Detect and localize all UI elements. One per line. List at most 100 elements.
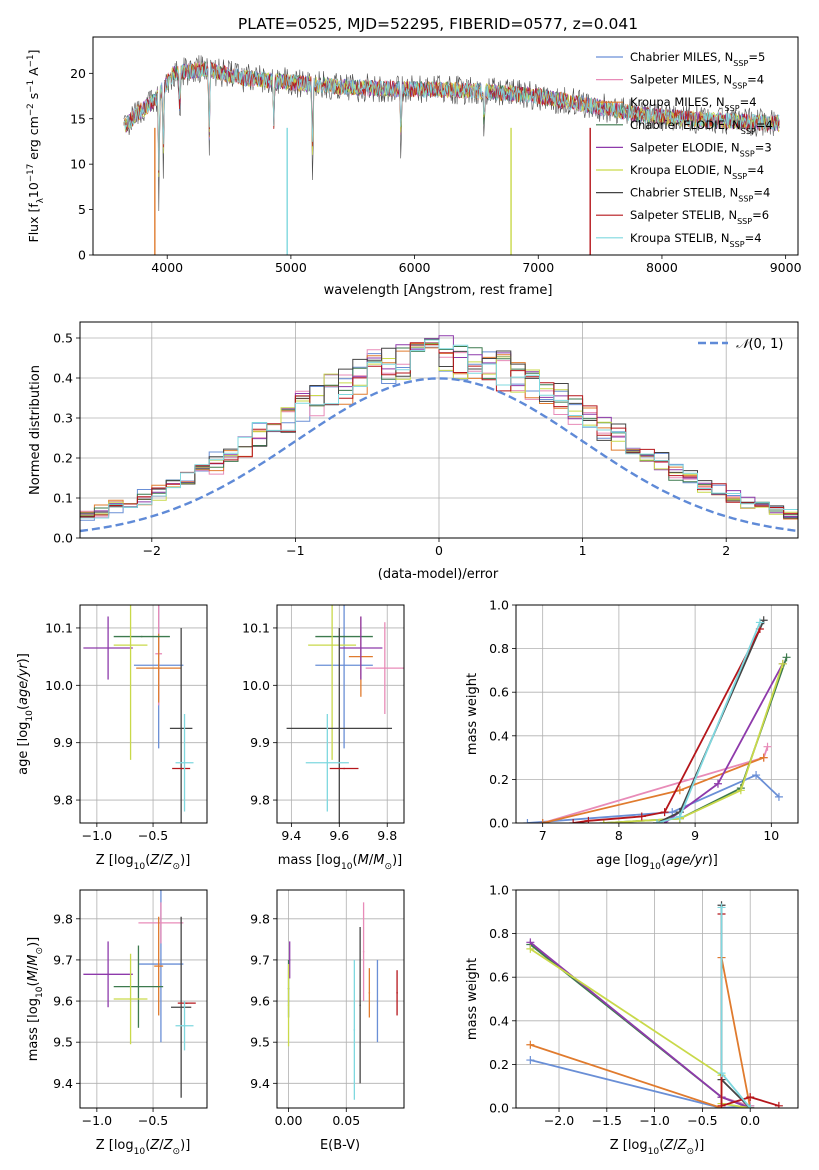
x-tick-label: 5000	[275, 260, 307, 275]
y-tick-label: 9.6	[250, 994, 270, 1009]
x-tick-label: 8000	[646, 260, 678, 275]
x-axis-label: age [log10(age/yr)]	[596, 853, 718, 872]
axes-frame	[92, 36, 799, 256]
plot-area	[80, 335, 798, 533]
data-point	[107, 973, 109, 976]
data-point	[129, 998, 132, 1000]
panel-spectrum: 4000 5000 6000 7000 8000 9000 0 5 10 15 20 waveleng…	[26, 36, 802, 298]
point-marker	[717, 1069, 726, 1078]
point-marker	[755, 618, 764, 627]
y-tick-label: 0.4	[489, 1013, 509, 1028]
x-tick-label: 0.0	[740, 1113, 760, 1128]
legend: Chabrier MILES, NSSP=5 Salpeter MILES, NS…	[596, 50, 773, 248]
x-axis-label: (data-model)/error	[378, 567, 499, 582]
legend-entry: Kroupa STELIB, NSSP=4	[630, 231, 762, 249]
axes-frame	[276, 889, 405, 1109]
point-marker	[717, 1101, 726, 1108]
y-tick-label: 10.0	[45, 678, 73, 693]
legend-entry: Chabrier MILES, NSSP=5	[630, 50, 765, 68]
point-marker	[752, 771, 761, 780]
y-tick-label: 9.4	[250, 1076, 270, 1091]
axes-frame	[515, 889, 799, 1109]
point-marker	[782, 653, 791, 662]
y-tick-label: 20	[70, 66, 86, 81]
x-tick-label: −1.0	[82, 828, 112, 843]
x-tick-label: 0	[435, 543, 443, 558]
y-axis-label: Flux [fλ10−17 erg cm−2 s−1 A−1]	[26, 50, 46, 243]
series-line	[527, 773, 780, 823]
point-marker	[774, 1101, 783, 1108]
y-tick-label: 0.2	[489, 772, 509, 787]
axes-frame	[79, 889, 208, 1109]
y-axis-label: mass [log10(M/M⊙)]	[26, 937, 45, 1061]
x-tick-label: −0.5	[138, 828, 168, 843]
y-axis-label: mass weight	[465, 958, 480, 1040]
x-axis-label: E(B-V)	[320, 1138, 360, 1153]
point-marker	[675, 786, 684, 795]
data-point	[343, 767, 345, 770]
x-axis-label: Z [log10(Z/Z⊙)]	[610, 1138, 705, 1157]
x-tick-label: 0.00	[275, 1113, 303, 1128]
data-point	[331, 644, 333, 646]
axes-frame	[79, 604, 208, 824]
y-tick-label: 9.5	[53, 1035, 73, 1050]
point-marker	[526, 1040, 535, 1049]
x-axis-label: wavelength [Angstrom, rest frame]	[324, 283, 553, 298]
axes-frame	[515, 604, 799, 824]
x-tick-label: −0.5	[138, 1113, 168, 1128]
data-point	[343, 635, 345, 638]
point-marker	[526, 1056, 535, 1065]
x-tick-label: 2	[722, 543, 730, 558]
x-tick-label: 9.6	[329, 828, 349, 843]
x-tick-label: 1	[579, 543, 587, 558]
y-tick-label: 0.2	[53, 451, 73, 466]
x-tick-label: −1.0	[82, 1113, 112, 1128]
panel-mass-vs-EBV: 0.00 0.05 9.4 9.5 9.6 9.7 9.8 E(B-V)	[250, 889, 405, 1153]
series-line	[530, 1059, 751, 1108]
point-marker	[653, 819, 661, 823]
x-tick-label: 0.05	[332, 1113, 360, 1128]
panel-mass-vs-Z: −1.0 −0.5 9.4 9.5 9.6 9.7 9.8 Z [log10(Z/Z⊙)] ma…	[26, 889, 208, 1157]
point-marker	[569, 819, 578, 823]
x-tick-label: −1.0	[639, 1113, 669, 1128]
x-tick-label: −1	[286, 543, 304, 558]
chart-title: PLATE=0525, MJD=52295, FIBERID=0577, z=0…	[238, 15, 638, 33]
x-axis-label: Z [log10(Z/Z⊙)]	[96, 1138, 191, 1157]
x-tick-label: −2.0	[544, 1113, 574, 1128]
y-tick-label: 0.0	[53, 531, 73, 546]
series-line	[603, 663, 784, 823]
y-tick-label: 9.9	[250, 735, 270, 750]
x-tick-label: 10	[763, 828, 779, 843]
data-point	[368, 992, 371, 994]
panel-age-vs-Z: −1.0 −0.5 9.8 9.9 10.0 10.1 Z [log10(Z/Z⊙)] age…	[16, 604, 208, 872]
data-point	[137, 985, 140, 988]
legend-entry: Salpeter ELODIE, NSSP=3	[630, 140, 772, 158]
point-marker	[660, 808, 669, 817]
x-tick-label: −1.5	[592, 1113, 622, 1128]
spectrum-line	[123, 63, 780, 171]
data-point	[185, 1002, 188, 1004]
y-tick-label: 10.0	[242, 678, 270, 693]
point-marker	[675, 812, 684, 821]
point-marker	[526, 944, 535, 953]
point-marker	[774, 792, 783, 801]
plot-area	[523, 616, 791, 823]
point-marker	[736, 786, 745, 795]
point-marker	[523, 819, 532, 823]
point-marker	[538, 819, 547, 823]
plot-area	[287, 902, 398, 1100]
y-tick-label: 9.5	[250, 1035, 270, 1050]
legend-entry: Kroupa ELODIE, NSSP=4	[630, 163, 764, 181]
data-point	[180, 767, 182, 770]
y-tick-label: 5	[78, 202, 86, 217]
point-marker	[713, 779, 722, 788]
series-line	[720, 907, 751, 1108]
data-point	[353, 1029, 356, 1031]
y-tick-label: 0.4	[489, 728, 509, 743]
legend-entry: Salpeter STELIB, NSSP=6	[630, 208, 769, 226]
data-point	[160, 963, 162, 965]
data-point	[141, 635, 143, 638]
x-axis-label: Z [log10(Z/Z⊙)]	[96, 853, 191, 872]
y-tick-label: 10	[70, 157, 86, 172]
